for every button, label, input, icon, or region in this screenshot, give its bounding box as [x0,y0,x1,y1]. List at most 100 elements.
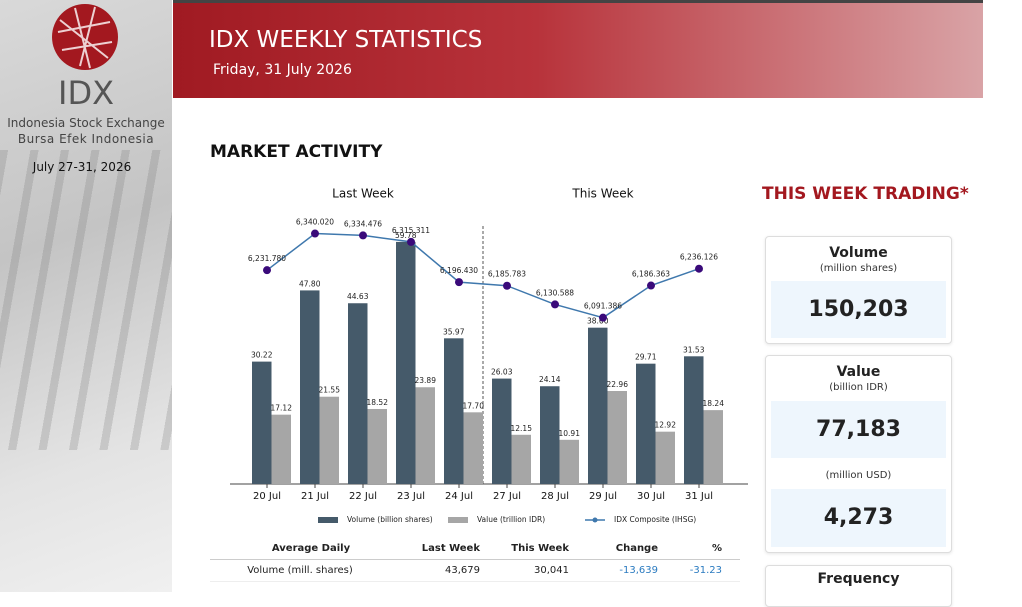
bar [252,361,272,484]
bar-value-label: 44.63 [347,292,369,301]
x-tick-label: 24 Jul [445,491,473,502]
group-label: Last Week [332,187,394,201]
stat-card: Volume (million shares) 150,203 [765,236,952,344]
card-title: Volume [829,245,888,261]
x-tick-label: 31 Jul [685,491,713,502]
org-name-id: Bursa Efek Indonesia [17,132,155,146]
bar [271,414,291,484]
line-value-label: 6,231.780 [248,254,286,263]
bar-value-label: 23.89 [415,376,437,385]
line-marker [311,229,319,238]
legend-label: IDX Composite (IHSG) [614,515,696,524]
group-label: This Week [571,187,633,201]
bar [684,356,704,484]
line-marker [407,237,415,246]
bar-value-label: 47.80 [299,279,321,288]
table-cell: -13,639 [619,565,658,576]
bar-value-label: 31.53 [683,345,705,354]
background-pattern [0,150,172,450]
sidebar: IDX Indonesia Stock Exchange Bursa Efek … [0,0,172,592]
table-header: % [711,543,722,554]
legend-swatch [318,517,338,523]
bar [300,290,320,484]
logo-mark [52,4,118,70]
table-header: Change [615,543,658,554]
card-title: Value [836,364,881,380]
bar [607,391,627,484]
panel-title: THIS WEEK TRADING* [762,184,969,204]
line-value-label: 6,185.783 [488,270,526,279]
table-cell: 30,041 [534,565,569,576]
bar-value-label: 38.60 [587,317,609,326]
line-marker [695,264,703,273]
table-cell: Volume (mill. shares) [247,565,353,576]
card-unit: (million USD) [825,470,892,481]
card-value: 150,203 [771,281,946,338]
bar-value-label: 17.12 [271,404,293,413]
bar-value-label: 17.70 [463,401,485,410]
bar-value-label: 18.52 [367,398,389,407]
bar [396,241,416,484]
card-unit: (billion IDR) [829,382,888,393]
header: IDX WEEKLY STATISTICS Friday, 31 July 20… [173,0,983,98]
bar [463,412,483,484]
line-marker [503,281,511,290]
line [266,232,700,319]
section-title: MARKET ACTIVITY [210,142,383,162]
bar [703,410,723,484]
bar [655,431,675,484]
card-title: Frequency [817,571,900,587]
line-value-label: 6,236.126 [680,253,718,262]
x-tick-label: 27 Jul [493,491,521,502]
bar-value-label: 30.22 [251,351,273,360]
bar-value-label: 29.71 [635,353,657,362]
legend-label: Value (trillion IDR) [477,515,545,524]
bar [319,396,339,484]
line-marker [599,313,607,322]
bar-value-label: 18.24 [703,399,725,408]
bar-value-label: 12.92 [655,421,677,430]
line-value-label: 6,340.020 [296,218,334,227]
x-tick-label: 23 Jul [397,491,425,502]
bar-value-label: 10.91 [559,429,581,438]
bar-value-label: 12.15 [511,424,533,433]
bar [511,434,531,484]
bar-value-label: 21.55 [319,386,341,395]
line-value-label: 6,186.363 [632,270,670,279]
table-rule [210,559,740,560]
stat-card: Frequency [765,565,952,607]
header-date: Friday, 31 July 2026 [213,62,352,78]
line-marker [359,231,367,240]
bar-value-label: 59.78 [395,231,417,240]
line-marker [551,300,559,309]
card-value: 4,273 [771,489,946,547]
bar-value-label: 26.03 [491,368,513,377]
table-header: This Week [511,543,569,554]
line-marker [647,281,655,290]
bar [588,327,608,484]
bar [540,386,560,484]
summary-table: Average Daily Last Week This Week Change… [210,540,740,592]
legend-marker [592,517,598,523]
card-value: 77,183 [771,401,946,458]
header-title: IDX WEEKLY STATISTICS [209,27,483,53]
table-header: Last Week [421,543,480,554]
legend-swatch [448,517,468,523]
logo-text: IDX [58,74,114,112]
line-marker [455,278,463,287]
bar-value-label: 22.96 [607,380,629,389]
line-value-label: 6,334.476 [344,219,382,228]
chart: Last Week This Week 20 Jul 21 Jul 22 Jul 23 J… [230,187,748,524]
bar [636,363,656,484]
table-cell: 43,679 [445,565,480,576]
x-tick-label: 30 Jul [637,491,665,502]
bar [415,387,435,484]
legend-label: Volume (billion shares) [347,515,433,524]
x-tick-label: 29 Jul [589,491,617,502]
bar-value-label: 35.97 [443,327,465,336]
bar-value-label: 24.14 [539,375,561,384]
bar [559,439,579,484]
bar [348,303,368,484]
line-value-label: 6,315.311 [392,226,430,235]
line-value-label: 6,130.588 [536,288,574,297]
